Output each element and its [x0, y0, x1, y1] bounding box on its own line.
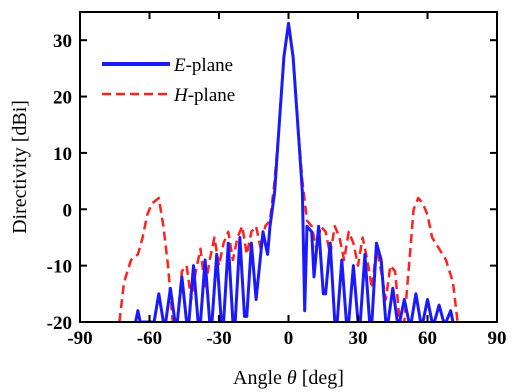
legend-label-h-plane-rest: -plane	[188, 85, 235, 106]
x-tick-label: -60	[137, 328, 162, 349]
legend-label-e-plane-italic: E	[173, 55, 186, 76]
x-tick-label: -90	[67, 328, 92, 349]
x-tick-label: 30	[349, 328, 368, 349]
x-tick-label: 90	[488, 328, 507, 349]
legend-label-e-plane-rest: -plane	[186, 55, 233, 76]
y-tick-label: 30	[53, 31, 72, 52]
x-tick-label: -30	[206, 328, 231, 349]
y-tick-label: -20	[47, 313, 72, 334]
y-tick-label: -10	[47, 257, 72, 278]
series-layer	[118, 21, 459, 322]
x-tick-label: 60	[418, 328, 437, 349]
y-tick-label: 20	[53, 88, 72, 109]
y-tick-label: 10	[53, 144, 72, 165]
y-tick-label: 0	[63, 200, 73, 221]
legend: E-plane H-plane	[102, 55, 235, 106]
x-axis-title-prefix: Angle	[233, 367, 287, 389]
plot-frame	[79, 11, 498, 323]
x-axis-title: Angle θ [deg]	[233, 367, 344, 389]
ticks-layer: -90 -60 -30 0 30 60 90 -20 -10 0 10 20 30	[47, 12, 507, 349]
x-axis-title-symbol: θ	[287, 367, 297, 389]
series-line-e-plane	[134, 21, 455, 322]
series-line-h-plane	[118, 22, 459, 322]
x-tick-label: 0	[284, 328, 294, 349]
x-axis-title-unit: [deg]	[297, 367, 344, 389]
legend-label-e-plane: E-plane	[173, 55, 233, 76]
legend-label-h-plane-italic: H	[173, 85, 189, 106]
legend-label-h-plane: H-plane	[173, 85, 235, 106]
y-axis-title: Directivity [dBi]	[9, 100, 31, 234]
